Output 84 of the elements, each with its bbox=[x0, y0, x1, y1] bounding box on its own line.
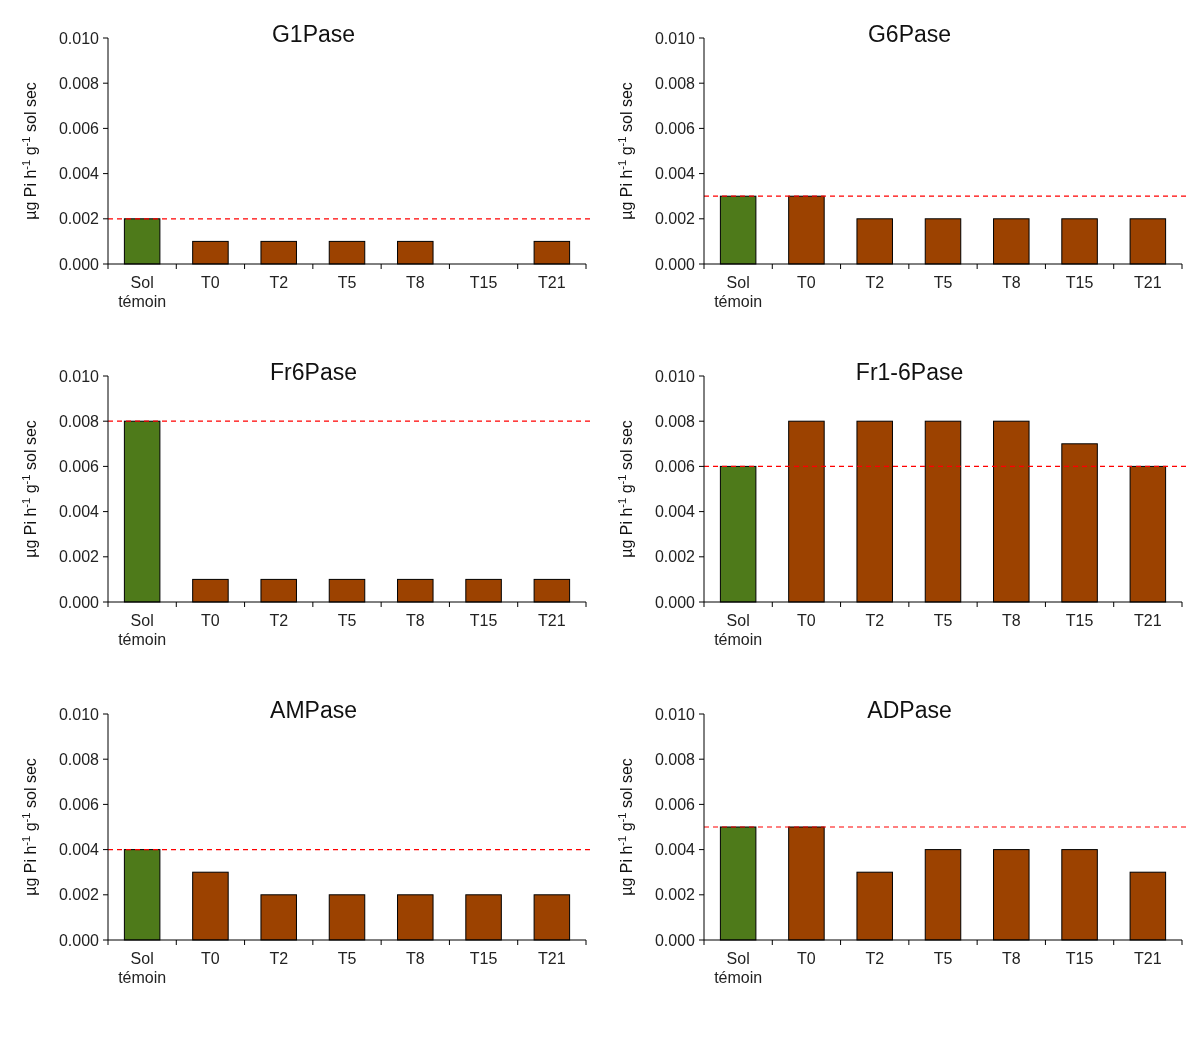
x-tick-label: T8 bbox=[405, 950, 425, 967]
y-tick-label: 0.008 bbox=[58, 412, 100, 430]
y-tick-label: 0.002 bbox=[58, 548, 100, 566]
y-tick-label: 0.010 bbox=[654, 367, 696, 385]
x-tick-label: Sol témoin bbox=[118, 612, 167, 648]
x-tick-label: T8 bbox=[1001, 274, 1021, 291]
chart-title: ADPase bbox=[867, 697, 952, 723]
x-tick-label: T8 bbox=[405, 612, 425, 629]
y-tick-label: 0.004 bbox=[654, 503, 696, 521]
y-tick-label: 0.008 bbox=[654, 74, 696, 92]
x-tick-label: T2 bbox=[865, 274, 885, 291]
x-tick-label: T2 bbox=[269, 950, 289, 967]
y-tick-label: 0.010 bbox=[654, 705, 696, 723]
y-tick-label: 0.008 bbox=[58, 74, 100, 92]
x-tick-label: T15 bbox=[469, 612, 498, 629]
y-tick-label: 0.000 bbox=[58, 931, 100, 949]
x-tick-label: Sol témoin bbox=[118, 274, 167, 310]
y-tick-label: 0.004 bbox=[58, 503, 100, 521]
x-tick-label: T8 bbox=[1001, 950, 1021, 967]
y-tick-label: 0.000 bbox=[58, 255, 100, 273]
x-tick-label: T2 bbox=[865, 612, 885, 629]
x-tick-label: T15 bbox=[469, 950, 498, 967]
x-tick-label: T15 bbox=[1065, 274, 1094, 291]
y-tick-label: 0.000 bbox=[654, 593, 696, 611]
x-tick-label: T21 bbox=[1134, 950, 1162, 967]
x-tick-label: T15 bbox=[1065, 612, 1094, 629]
x-tick-label: T0 bbox=[201, 950, 220, 967]
x-tick-label: T0 bbox=[797, 612, 816, 629]
x-tick-label: T2 bbox=[269, 612, 289, 629]
x-tick-label: T0 bbox=[201, 612, 220, 629]
x-tick-label: T2 bbox=[269, 274, 289, 291]
x-tick-label: T15 bbox=[469, 274, 498, 291]
x-tick-label: Sol témoin bbox=[714, 612, 763, 648]
y-tick-label: 0.006 bbox=[58, 458, 100, 475]
y-tick-label: 0.000 bbox=[654, 931, 696, 949]
x-tick-label: Sol témoin bbox=[714, 274, 763, 310]
y-tick-label: 0.008 bbox=[654, 750, 696, 768]
y-tick-label: 0.010 bbox=[654, 29, 696, 47]
x-tick-label: T0 bbox=[201, 274, 220, 291]
y-tick-label: 0.002 bbox=[58, 886, 100, 904]
y-tick-label: 0.004 bbox=[58, 841, 100, 859]
y-tick-label: 0.002 bbox=[58, 210, 100, 228]
chart-title: G6Pase bbox=[867, 21, 952, 47]
x-tick-label: T5 bbox=[337, 274, 357, 291]
x-tick-label: T15 bbox=[1065, 950, 1094, 967]
x-tick-label: T0 bbox=[797, 950, 816, 967]
chart-title: G1Pase bbox=[271, 21, 356, 47]
y-tick-label: 0.002 bbox=[654, 210, 696, 228]
y-tick-label: 0.006 bbox=[58, 120, 100, 137]
y-tick-label: 0.006 bbox=[654, 458, 696, 475]
y-tick-label: 0.008 bbox=[654, 412, 696, 430]
x-tick-label: Sol témoin bbox=[118, 950, 167, 986]
y-tick-label: 0.004 bbox=[654, 841, 696, 859]
x-tick-label: T5 bbox=[933, 612, 953, 629]
x-tick-label: Sol témoin bbox=[714, 950, 763, 986]
y-tick-label: 0.000 bbox=[58, 593, 100, 611]
x-tick-label: T5 bbox=[933, 950, 953, 967]
chart-title: AMPase bbox=[270, 697, 358, 723]
x-tick-label: T21 bbox=[538, 612, 566, 629]
x-tick-label: T0 bbox=[797, 274, 816, 291]
y-tick-label: 0.008 bbox=[58, 750, 100, 768]
y-tick-label: 0.006 bbox=[654, 796, 696, 813]
x-tick-label: T21 bbox=[538, 950, 566, 967]
x-tick-label: T8 bbox=[1001, 612, 1021, 629]
y-tick-label: 0.006 bbox=[58, 796, 100, 813]
x-tick-label: T5 bbox=[337, 612, 357, 629]
y-tick-label: 0.002 bbox=[654, 548, 696, 566]
chart-title: Fr6Pase bbox=[270, 359, 358, 385]
x-tick-label: T5 bbox=[933, 274, 953, 291]
x-tick-label: T5 bbox=[337, 950, 357, 967]
y-tick-label: 0.010 bbox=[58, 705, 100, 723]
y-tick-label: 0.004 bbox=[654, 165, 696, 183]
y-tick-label: 0.010 bbox=[58, 367, 100, 385]
chart-title: Fr1-6Pase bbox=[855, 359, 964, 385]
x-tick-label: T2 bbox=[865, 950, 885, 967]
y-tick-label: 0.002 bbox=[654, 886, 696, 904]
x-tick-label: T21 bbox=[1134, 612, 1162, 629]
x-tick-label: T21 bbox=[1134, 274, 1162, 291]
y-tick-label: 0.000 bbox=[654, 255, 696, 273]
x-tick-label: T21 bbox=[538, 274, 566, 291]
y-tick-label: 0.010 bbox=[58, 29, 100, 47]
y-tick-label: 0.004 bbox=[58, 165, 100, 183]
y-tick-label: 0.006 bbox=[654, 120, 696, 137]
x-tick-label: T8 bbox=[405, 274, 425, 291]
